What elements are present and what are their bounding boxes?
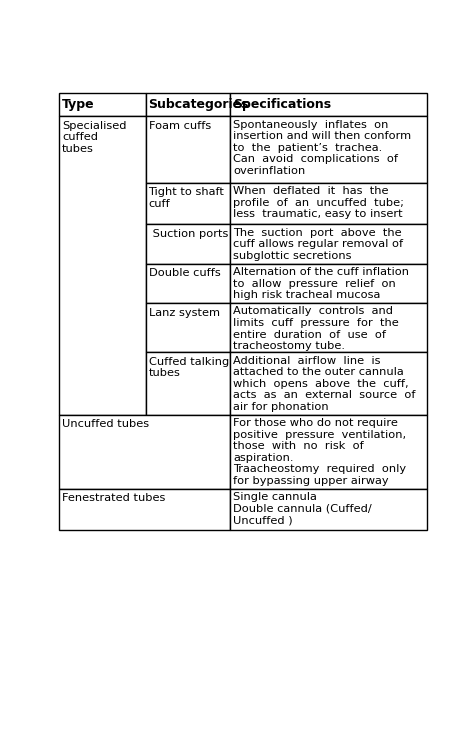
Text: Cuffed talking
tubes: Cuffed talking tubes — [148, 357, 229, 379]
Text: Tight to shaft
cuff: Tight to shaft cuff — [148, 187, 224, 209]
FancyBboxPatch shape — [230, 415, 427, 489]
FancyBboxPatch shape — [230, 93, 427, 116]
Text: When  deflated  it  has  the
profile  of  an  uncuffed  tube;
less  traumatic, e: When deflated it has the profile of an u… — [233, 186, 404, 219]
FancyBboxPatch shape — [230, 225, 427, 264]
FancyBboxPatch shape — [146, 225, 230, 264]
FancyBboxPatch shape — [230, 182, 427, 225]
FancyBboxPatch shape — [146, 303, 230, 352]
Text: Fenestrated tubes: Fenestrated tubes — [62, 493, 165, 503]
Text: For those who do not require
positive  pressure  ventilation,
those  with  no  r: For those who do not require positive pr… — [233, 418, 406, 486]
Text: Lanz system: Lanz system — [148, 308, 219, 318]
Text: Uncuffed tubes: Uncuffed tubes — [62, 419, 149, 429]
FancyBboxPatch shape — [146, 93, 230, 116]
Text: Specialised
cuffed
tubes: Specialised cuffed tubes — [62, 121, 127, 154]
Text: Specifications: Specifications — [233, 98, 331, 111]
FancyBboxPatch shape — [146, 264, 230, 303]
FancyBboxPatch shape — [59, 489, 230, 530]
Text: Type: Type — [62, 98, 95, 111]
Text: Alternation of the cuff inflation
to  allow  pressure  relief  on
high risk trac: Alternation of the cuff inflation to all… — [233, 267, 409, 300]
FancyBboxPatch shape — [230, 303, 427, 352]
FancyBboxPatch shape — [230, 352, 427, 415]
FancyBboxPatch shape — [146, 116, 230, 182]
Text: Automatically  controls  and
limits  cuff  pressure  for  the
entire  duration  : Automatically controls and limits cuff p… — [233, 306, 399, 351]
FancyBboxPatch shape — [230, 489, 427, 530]
Text: Double cuffs: Double cuffs — [148, 268, 220, 278]
FancyBboxPatch shape — [146, 182, 230, 225]
FancyBboxPatch shape — [59, 116, 146, 415]
Text: The  suction  port  above  the
cuff allows regular removal of
subglottic secreti: The suction port above the cuff allows r… — [233, 228, 403, 261]
Text: Subcategories: Subcategories — [148, 98, 249, 111]
FancyBboxPatch shape — [230, 264, 427, 303]
Text: Foam cuffs: Foam cuffs — [148, 121, 211, 131]
Text: Suction ports: Suction ports — [148, 229, 228, 239]
FancyBboxPatch shape — [59, 415, 230, 489]
Text: Additional  airflow  line  is
attached to the outer cannula
which  opens  above : Additional airflow line is attached to t… — [233, 355, 416, 412]
FancyBboxPatch shape — [146, 352, 230, 415]
Text: Spontaneously  inflates  on
insertion and will then conform
to  the  patient’s  : Spontaneously inflates on insertion and … — [233, 119, 411, 176]
FancyBboxPatch shape — [230, 116, 427, 182]
Text: Single cannula
Double cannula (Cuffed/
Uncuffed ): Single cannula Double cannula (Cuffed/ U… — [233, 492, 372, 525]
FancyBboxPatch shape — [59, 93, 146, 116]
